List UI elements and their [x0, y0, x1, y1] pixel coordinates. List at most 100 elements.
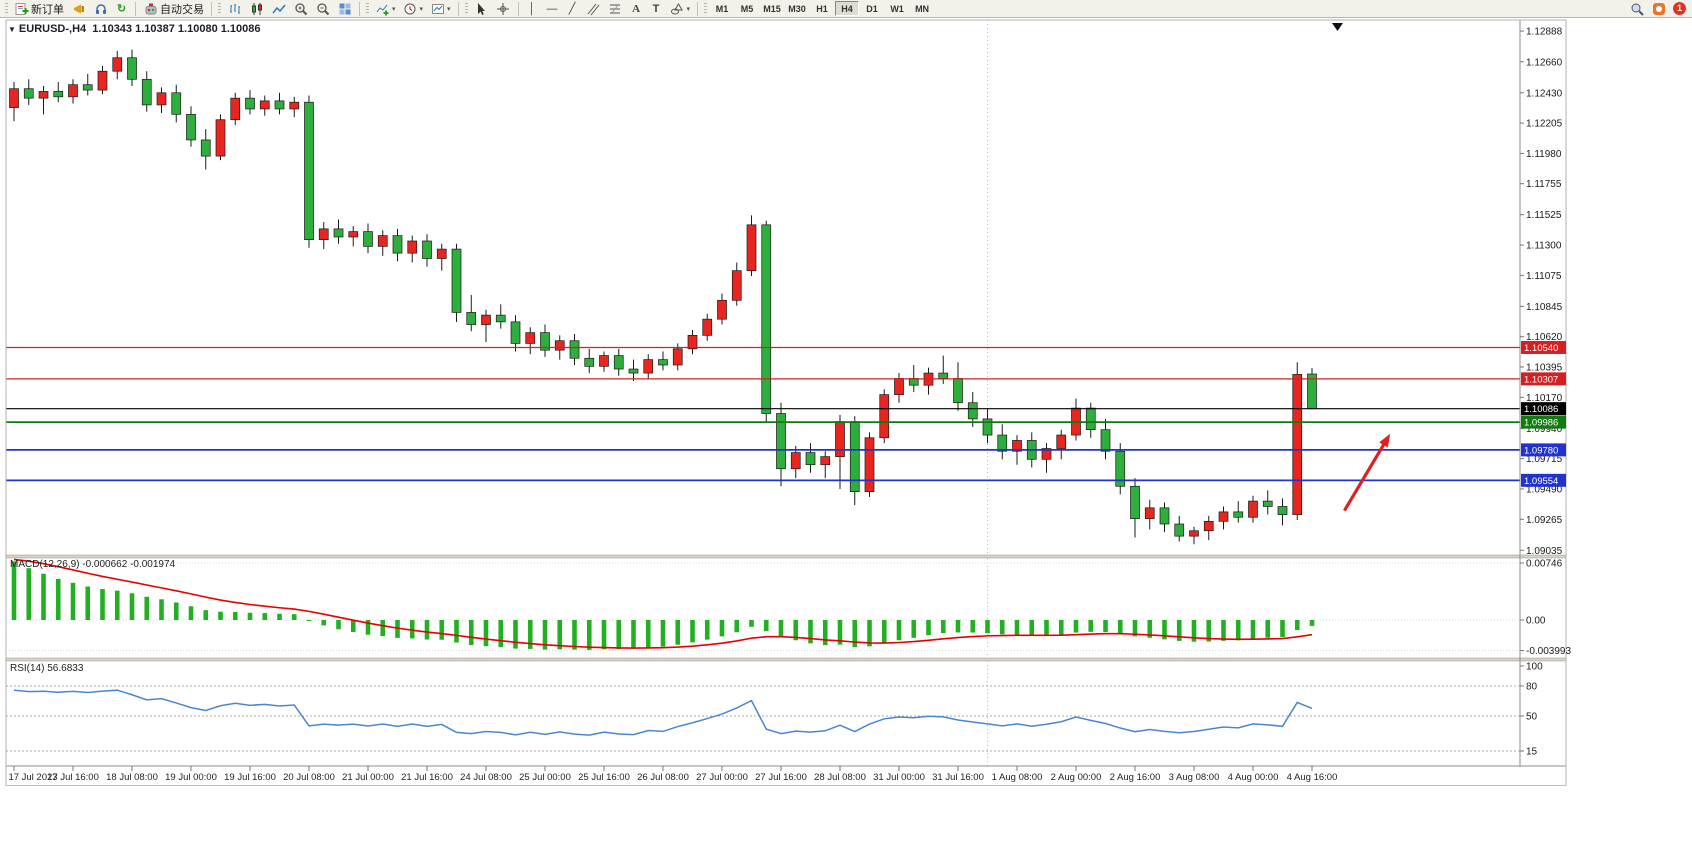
macd-bar — [365, 620, 371, 635]
text-button[interactable]: A — [627, 1, 646, 17]
auto-trading-icon — [143, 1, 158, 16]
candle-body — [112, 57, 123, 72]
timeframe-mn[interactable]: MN — [910, 1, 934, 16]
macd-bar — [55, 578, 61, 620]
timeframe-h4[interactable]: H4 — [835, 1, 860, 16]
macd-bar — [881, 620, 887, 644]
macd-bar — [675, 620, 681, 645]
notification-badge[interactable]: 1 — [1673, 2, 1686, 15]
headset-icon — [93, 1, 108, 16]
macd-bar — [586, 620, 592, 650]
macd-bar — [1073, 620, 1079, 633]
price-badge-text: 1.09554 — [1524, 476, 1558, 487]
candle-body — [746, 224, 757, 272]
cursor-button[interactable] — [471, 1, 492, 17]
timeframe-m1[interactable]: M1 — [710, 1, 734, 16]
toolbar-grip[interactable] — [464, 2, 468, 15]
candle-body — [127, 57, 137, 80]
candle-body — [1012, 440, 1022, 452]
price-badge-text: 1.10540 — [1524, 343, 1558, 354]
macd-bar — [336, 620, 341, 630]
price-axis-label: 1.10620 — [1526, 332, 1563, 343]
candle-body — [717, 299, 727, 320]
timeframe-m5[interactable]: M5 — [735, 1, 759, 16]
macd-pane[interactable] — [6, 558, 1520, 658]
up-arrow-annotation[interactable] — [1343, 433, 1391, 512]
indicators-button[interactable]: ▾ — [372, 1, 399, 17]
candle-body — [141, 78, 152, 106]
zoom-in-button[interactable] — [290, 1, 311, 17]
date-label: 20 Jul 08:00 — [283, 772, 335, 783]
line-chart-button[interactable] — [268, 1, 289, 17]
fibonacci-icon — [608, 1, 623, 16]
macd-bar — [822, 620, 828, 646]
text-label-button[interactable]: T — [647, 1, 666, 17]
chart-shift-marker[interactable] — [1332, 23, 1343, 31]
toolbar-grip[interactable] — [218, 2, 221, 15]
date-label: 26 Jul 08:00 — [637, 772, 689, 783]
channel-icon — [586, 1, 601, 16]
crosshair-icon — [496, 1, 511, 16]
rsi-name: RSI(14) — [10, 663, 45, 674]
candle-body — [1159, 507, 1170, 525]
community-icon — [1651, 1, 1666, 16]
refresh-button[interactable]: ↻ — [112, 1, 131, 17]
periods-button[interactable]: ▾ — [400, 1, 427, 17]
rsi-pane[interactable] — [6, 661, 1520, 766]
timeframe-d1[interactable]: D1 — [860, 1, 884, 16]
timeframe-m15[interactable]: M15 — [760, 1, 784, 16]
candle-body — [510, 321, 521, 344]
fibonacci-button[interactable] — [605, 1, 626, 17]
macd-bar — [188, 606, 194, 620]
macd-bar — [1058, 620, 1064, 635]
macd-splitter[interactable] — [5, 554, 1567, 559]
timeframe-m30[interactable]: M30 — [785, 1, 809, 16]
macd-bar — [1117, 620, 1123, 634]
auto-trading-button[interactable]: 自动交易 — [140, 1, 207, 17]
candle-body — [348, 231, 359, 238]
toolbar-grip[interactable] — [366, 2, 369, 15]
search-button[interactable] — [1626, 1, 1647, 17]
time-axis[interactable] — [6, 766, 1566, 786]
candle-body — [835, 421, 845, 457]
candle-body — [643, 359, 654, 374]
price-axis-labels: 1.12888 1.12660 1.12430 1.12205 1.11980 1.117… — [1520, 27, 1563, 557]
trendline-button[interactable]: ╱ — [563, 1, 582, 17]
price-axis-label: 1.10395 — [1526, 363, 1563, 374]
macd-axis-label: -0.003993 — [1526, 646, 1571, 657]
community-button[interactable] — [1648, 1, 1669, 17]
announcement-button[interactable] — [68, 1, 89, 17]
candle-body — [377, 235, 388, 247]
timeframe-w1[interactable]: W1 — [885, 1, 909, 16]
macd-bar — [1132, 620, 1138, 637]
candle-body — [68, 84, 78, 98]
shapes-button[interactable]: ▾ — [667, 1, 694, 17]
macd-values: -0.000662 -0.001974 — [82, 559, 176, 570]
symbol-marker-icon: ▼ — [8, 25, 16, 34]
chart-title: ▼ EURUSD-,H4 1.10343 1.10387 1.10080 1.10… — [8, 23, 261, 35]
horizontal-line-button[interactable]: — — [543, 1, 562, 17]
candle-body — [451, 248, 462, 313]
candle-body — [230, 97, 241, 121]
timeframe-h1[interactable]: H1 — [810, 1, 834, 16]
price-axis[interactable] — [1520, 20, 1566, 766]
crosshair-button[interactable] — [493, 1, 514, 17]
macd-bar — [439, 620, 445, 640]
zoom-out-button[interactable] — [312, 1, 333, 17]
new-order-button[interactable]: 新订单 — [11, 1, 67, 17]
candle-body — [1189, 530, 1199, 537]
tile-windows-button[interactable] — [334, 1, 355, 17]
support-button[interactable] — [90, 1, 111, 17]
channel-button[interactable] — [583, 1, 604, 17]
toolbar-grip[interactable] — [5, 2, 8, 15]
toolbar-grip[interactable] — [704, 2, 708, 15]
macd-bar — [763, 620, 769, 632]
vertical-line-button[interactable]: │ — [523, 1, 542, 17]
bar-chart-button[interactable] — [224, 1, 245, 17]
vertical-line-icon: │ — [528, 2, 536, 15]
templates-button[interactable]: ▾ — [427, 1, 454, 17]
candle-body — [304, 101, 314, 241]
rsi-splitter[interactable] — [5, 657, 1567, 662]
candlestick-chart-button[interactable] — [246, 1, 267, 17]
